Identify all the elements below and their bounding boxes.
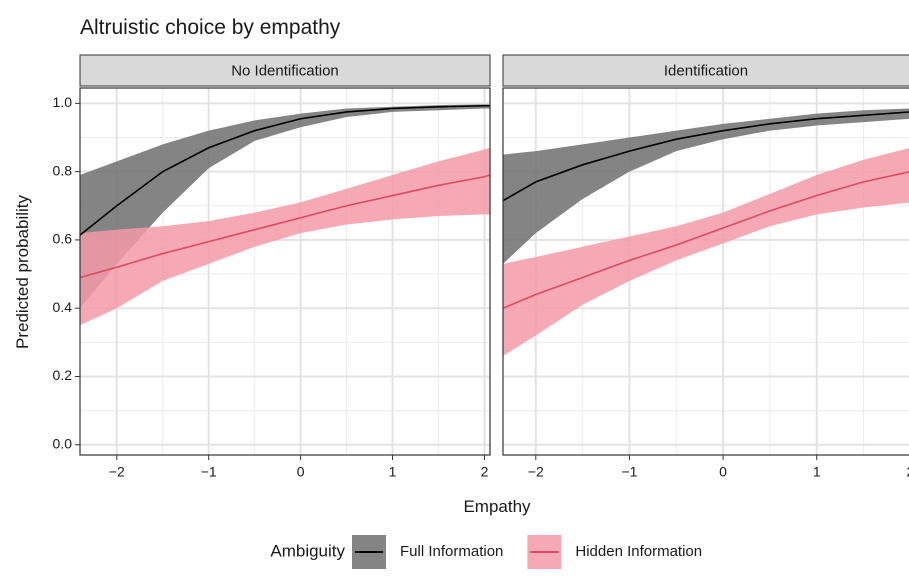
y-tick-label: 0.6 bbox=[53, 231, 73, 247]
facet-strip bbox=[502, 54, 909, 87]
panel-border bbox=[79, 87, 491, 456]
y-tick-label: 1.0 bbox=[53, 94, 73, 110]
panel bbox=[503, 88, 909, 455]
confidence-band bbox=[80, 104, 490, 309]
x-tick-label: 1 bbox=[813, 464, 821, 480]
legend-title: Ambiguity bbox=[270, 541, 345, 560]
series-line bbox=[80, 174, 490, 279]
confidence-band bbox=[503, 108, 909, 264]
x-tick-label: 2 bbox=[481, 464, 489, 480]
x-tick-label: −1 bbox=[621, 464, 637, 480]
facet-title: No Identification bbox=[231, 62, 339, 79]
chart-title: Altruistic choice by empathy bbox=[80, 16, 341, 39]
series-line bbox=[503, 111, 909, 202]
x-tick-label: −2 bbox=[528, 464, 544, 480]
x-tick-label: −2 bbox=[109, 464, 125, 480]
series-line bbox=[503, 171, 909, 309]
y-axis-label: Predicted probability bbox=[13, 194, 32, 349]
confidence-band bbox=[503, 148, 909, 356]
panel bbox=[80, 88, 490, 455]
legend-label: Hidden Information bbox=[575, 543, 702, 560]
facet-strip bbox=[79, 54, 491, 87]
legend-label: Full Information bbox=[400, 543, 503, 560]
y-tick-label: 0.4 bbox=[53, 299, 73, 315]
x-tick-label: −1 bbox=[201, 464, 217, 480]
x-tick-label: 0 bbox=[297, 464, 305, 480]
x-tick-label: 0 bbox=[719, 464, 727, 480]
y-tick-label: 0.0 bbox=[53, 435, 73, 451]
confidence-band bbox=[80, 147, 490, 326]
x-tick-label: 2 bbox=[906, 464, 909, 480]
x-axis-label: Empathy bbox=[463, 497, 531, 516]
facet-title: Identification bbox=[664, 62, 748, 79]
series-line bbox=[80, 104, 490, 236]
y-tick-label: 0.2 bbox=[53, 367, 73, 383]
x-tick-label: 1 bbox=[389, 464, 397, 480]
y-tick-label: 0.8 bbox=[53, 162, 73, 178]
panel-border bbox=[502, 87, 909, 456]
